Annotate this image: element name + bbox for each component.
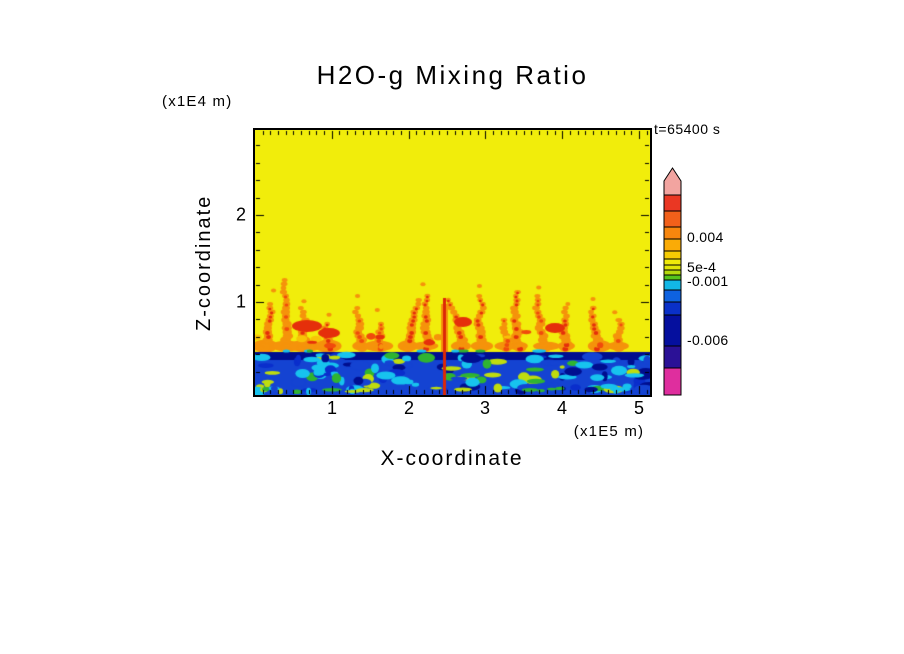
x-tick-label-3: 3 xyxy=(479,398,491,418)
colorbar-tick-label-m0006: -0.006 xyxy=(687,332,729,348)
chart-title: H2O-g Mixing Ratio xyxy=(316,60,589,90)
colorbar-tick-label-0004: 0.004 xyxy=(687,229,724,245)
x-tick-label-4: 4 xyxy=(556,398,568,418)
z-axis-label: Z-coordinate xyxy=(193,194,215,331)
plot-canvas xyxy=(255,130,650,395)
colorbar xyxy=(663,167,682,396)
z-axis-unit: (x1E4 m) xyxy=(162,93,233,110)
x-tick-label-5: 5 xyxy=(633,398,645,418)
z-tick-label-2: 2 xyxy=(235,204,246,225)
x-tick-label-2: 2 xyxy=(403,398,415,418)
x-axis-label: X-coordinate xyxy=(380,447,524,470)
x-axis-unit: (x1E5 m) xyxy=(573,423,645,440)
colorbar-tick-label-5e-4: 5e-4 xyxy=(687,259,717,275)
x-tick-label-1: 1 xyxy=(326,398,338,418)
z-tick-label-1: 1 xyxy=(235,291,246,312)
plot-frame xyxy=(253,128,652,397)
time-annotation: t=65400 s xyxy=(654,121,721,137)
colorbar-tick-label-m0001: -0.001 xyxy=(687,273,729,289)
